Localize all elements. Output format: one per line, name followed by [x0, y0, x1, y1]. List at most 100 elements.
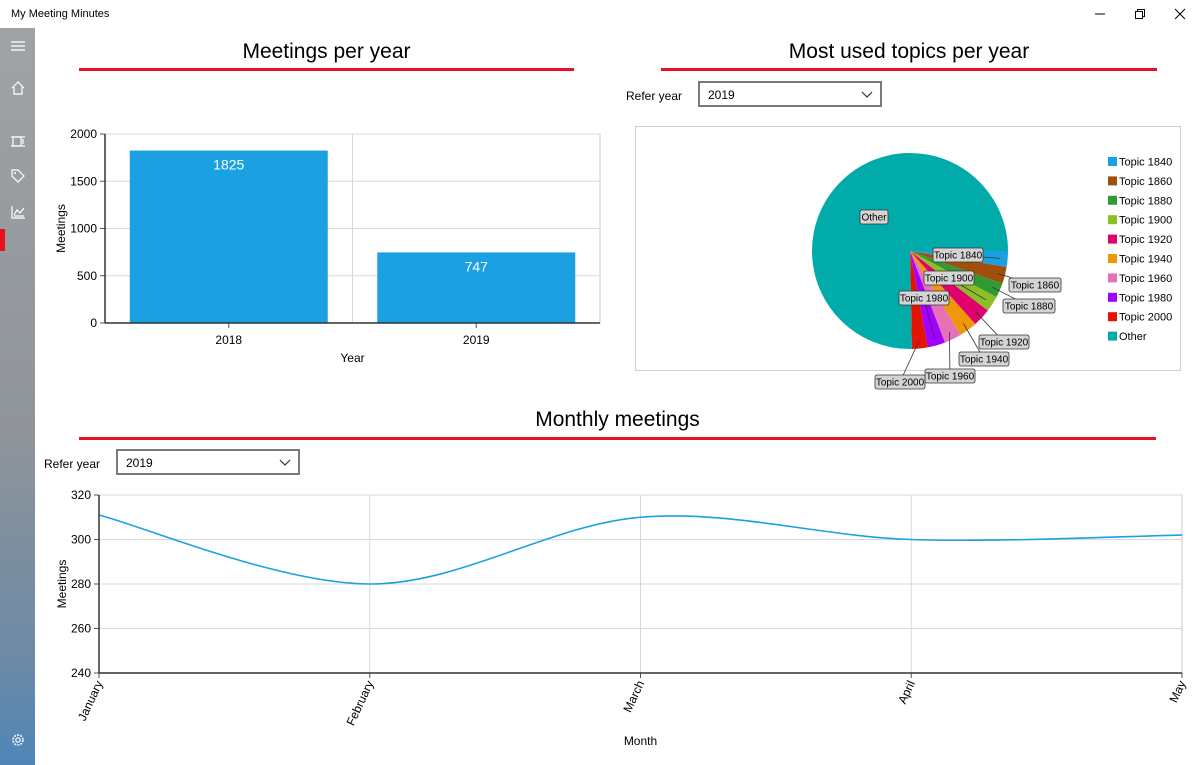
- legend-label: Topic 1940: [1119, 254, 1172, 266]
- pie-callout-box: [932, 247, 984, 263]
- sidebar-item-meetings[interactable]: [0, 127, 35, 155]
- sidebar: [0, 28, 35, 765]
- x-tick-label: February: [343, 678, 376, 727]
- legend-swatch: [1108, 157, 1117, 166]
- settings-button[interactable]: [0, 726, 35, 754]
- chevron-down-icon: [861, 91, 873, 98]
- legend-label: Other: [1119, 331, 1147, 343]
- x-axis-title: Month: [624, 734, 657, 748]
- y-tick-label: 1500: [70, 174, 97, 188]
- y-tick-label: 0: [90, 316, 97, 330]
- hamburger-menu-button[interactable]: [0, 32, 35, 60]
- pie-callout-label: Topic 1880: [1005, 302, 1054, 313]
- x-tick-label: 2018: [215, 333, 242, 347]
- home-icon: [11, 81, 24, 95]
- y-tick-label: 320: [71, 488, 91, 502]
- x-tick-label: March: [620, 678, 647, 714]
- bar-data-label: 1825: [213, 157, 244, 173]
- pie-callout-box: [859, 209, 889, 225]
- meetings-icon: [10, 136, 25, 147]
- sidebar-item-statistics[interactable]: [0, 198, 35, 226]
- pie-callout-box: [898, 290, 950, 306]
- chart-icon: [10, 206, 25, 219]
- legend-swatch: [1108, 176, 1117, 186]
- active-indicator: [0, 229, 5, 251]
- y-tick-label: 500: [77, 269, 97, 283]
- y-axis-title: Meetings: [55, 560, 69, 609]
- legend-label: Topic 1960: [1119, 273, 1172, 285]
- monthly-meetings-chart: 240 260 280 300 320 January February March April…: [55, 488, 1189, 748]
- y-tick-label: 280: [71, 577, 91, 591]
- pie-slice: [812, 153, 1008, 349]
- y-tick-label: 1000: [70, 222, 97, 236]
- legend-swatch: [1108, 215, 1117, 225]
- pie-callout-label: Topic 1940: [960, 355, 1009, 366]
- legend-swatch: [1108, 234, 1117, 244]
- pie-callout-label: Other: [861, 213, 887, 224]
- topics-refer-year-label: Refer year: [626, 89, 683, 103]
- y-tick-label: 2000: [70, 127, 97, 141]
- hamburger-icon: [10, 41, 25, 51]
- topics-per-year-underline: [661, 68, 1157, 71]
- minimize-button[interactable]: [1080, 0, 1120, 28]
- pie-callout-box: [874, 374, 926, 390]
- topics-per-year-title: Most used topics per year: [788, 40, 1030, 63]
- monthly-refer-year-label: Refer year: [44, 457, 101, 471]
- y-tick-label: 300: [71, 533, 91, 547]
- sidebar-item-home[interactable]: [0, 74, 35, 102]
- close-icon: [1174, 8, 1186, 20]
- legend-label: Topic 1980: [1119, 292, 1172, 304]
- pie-callout-label: Topic 1900: [925, 274, 974, 285]
- pie-callout-box: [1002, 298, 1056, 314]
- monthly-year-select[interactable]: 2019: [116, 449, 300, 475]
- legend-label: Topic 1920: [1119, 234, 1172, 246]
- restore-icon: [1135, 9, 1145, 19]
- legend-label: Topic 1840: [1119, 157, 1172, 169]
- tag-icon: [10, 169, 25, 183]
- legend-label: Topic 1900: [1119, 215, 1172, 227]
- x-tick-label: April: [895, 678, 918, 706]
- pie-callout-label: Topic 1980: [900, 294, 949, 305]
- restore-button[interactable]: [1120, 0, 1160, 28]
- topics-year-value: 2019: [708, 88, 735, 102]
- monthly-meetings-underline: [79, 437, 1156, 440]
- bar: [129, 150, 328, 323]
- x-tick-label: 2019: [463, 333, 490, 347]
- minimize-icon: [1095, 13, 1105, 15]
- legend-swatch: [1108, 195, 1117, 205]
- legend-label: Topic 1880: [1119, 195, 1172, 207]
- legend-swatch: [1108, 273, 1117, 283]
- topics-pie-panel: Topic 1840 Topic 1860 Topic 1880 Topic 1900…: [635, 126, 1181, 390]
- y-tick-label: 260: [71, 622, 91, 636]
- topics-year-select[interactable]: 2019: [698, 81, 882, 107]
- pie-callout-label: Topic 1920: [980, 338, 1029, 349]
- pie-slice: [910, 251, 988, 325]
- legend-label: Topic 2000: [1119, 312, 1172, 324]
- monthly-meetings-title: Monthly meetings: [535, 408, 700, 431]
- y-axis-title: Meetings: [54, 204, 68, 253]
- bar-data-label: 747: [465, 258, 489, 274]
- bar: [377, 252, 576, 323]
- series-line: [98, 514, 1183, 585]
- close-button[interactable]: [1160, 0, 1200, 28]
- x-tick-label: May: [1166, 678, 1188, 704]
- legend-swatch: [1108, 254, 1117, 263]
- topics-pie-chart: Topic 1840 Topic 1860 Topic 1880 Topic 1900…: [812, 153, 1172, 390]
- legend-swatch: [1108, 331, 1117, 341]
- meetings-per-year-title: Meetings per year: [242, 40, 411, 63]
- legend-swatch: [1108, 292, 1117, 302]
- pie-callout-box: [1008, 277, 1062, 293]
- pie-callout-label: Topic 2000: [876, 378, 925, 389]
- pie-callout-label: Topic 1960: [926, 372, 975, 383]
- x-tick-label: January: [75, 678, 106, 723]
- meetings-per-year-underline: [79, 68, 574, 71]
- gear-icon: [11, 734, 24, 746]
- pie-callout-label: Topic 1860: [1011, 281, 1060, 292]
- chevron-down-icon: [279, 459, 291, 466]
- x-axis-title: Year: [340, 351, 364, 365]
- app-title: My Meeting Minutes: [11, 8, 110, 20]
- pie-callout-box: [958, 351, 1010, 367]
- sidebar-item-topics[interactable]: [0, 162, 35, 190]
- title-bar: My Meeting Minutes: [0, 0, 1200, 28]
- meetings-per-year-chart: 0 500 1000 1500 2000 1825 2018 747 2019 Year Meeti…: [54, 127, 601, 365]
